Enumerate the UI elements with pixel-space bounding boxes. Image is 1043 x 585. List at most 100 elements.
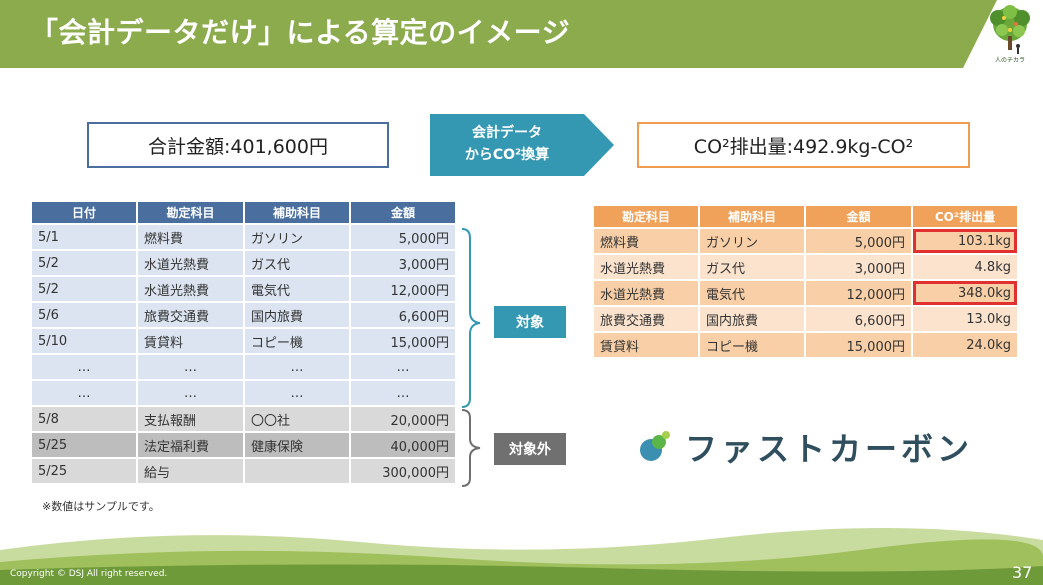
table-row: 5/6 旅費交通費 国内旅費 6,600円 — [32, 303, 455, 327]
header-sub-account: 補助科目 — [700, 206, 804, 227]
table-row: 5/10 賃貸料 コピー機 15,000円 — [32, 329, 455, 353]
table-row: 5/25 給与 300,000円 — [32, 459, 455, 483]
cell-co2-highlighted: 348.0kg — [913, 281, 1017, 305]
tree-icon — [990, 5, 1030, 54]
header-amount: 金額 — [351, 202, 455, 223]
footer-hills — [0, 527, 1043, 585]
cell-account: 支払報酬 — [138, 407, 243, 431]
table-row: 5/25 法定福利費 健康保険 40,000円 — [32, 433, 455, 457]
cell-sub-account: ガス代 — [700, 255, 804, 279]
cell-account: 燃料費 — [138, 225, 243, 249]
cell-amount: … — [351, 355, 455, 379]
table-row: 賃貸料 コピー機 15,000円 24.0kg — [594, 333, 1017, 357]
cell-sub-account: … — [245, 355, 349, 379]
table-row-ellipsis: … … … … — [32, 381, 455, 405]
cell-amount: 15,000円 — [806, 333, 911, 357]
cell-amount: 5,000円 — [351, 225, 455, 249]
logo-text: 人のチカラ — [994, 57, 1025, 64]
header-account: 勘定科目 — [594, 206, 698, 227]
conversion-arrow: 会計データ からCO²換算 — [430, 114, 614, 176]
cell-sub-account: ガソリン — [245, 225, 349, 249]
slide-header: 「会計データだけ」による算定のイメージ 人のチカラ — [0, 0, 1043, 68]
cell-sub-account: 国内旅費 — [245, 303, 349, 327]
cell-sub-account: … — [245, 381, 349, 405]
target-tag: 対象 — [494, 306, 566, 338]
cell-amount: 12,000円 — [351, 277, 455, 301]
cell-account: 賃貸料 — [594, 333, 698, 357]
cell-date: 5/6 — [32, 303, 136, 327]
header-date: 日付 — [32, 202, 136, 223]
table-row: 水道光熱費 ガス代 3,000円 4.8kg — [594, 255, 1017, 279]
cell-co2: 4.8kg — [913, 255, 1017, 279]
cell-amount: 5,000円 — [806, 229, 911, 253]
fast-carbon-mark-icon — [640, 431, 670, 461]
cell-amount: 40,000円 — [351, 433, 455, 457]
co2-emission-box: CO²排出量:492.9kg-CO² — [637, 122, 970, 168]
cell-account: 給与 — [138, 459, 243, 483]
company-logo: 人のチカラ — [982, 4, 1038, 64]
cell-account: 水道光熱費 — [594, 255, 698, 279]
cell-co2: 24.0kg — [913, 333, 1017, 357]
cell-amount: 3,000円 — [351, 251, 455, 275]
sample-note: ※数値はサンプルです。 — [42, 500, 160, 513]
table-row: 5/2 水道光熱費 ガス代 3,000円 — [32, 251, 455, 275]
cell-amount: … — [351, 381, 455, 405]
cell-account: 法定福利費 — [138, 433, 243, 457]
cell-account: 水道光熱費 — [594, 281, 698, 305]
total-amount-box: 合計金額:401,600円 — [87, 122, 389, 168]
header-co2: CO²排出量 — [913, 206, 1017, 227]
table-row: 5/8 支払報酬 〇〇社 20,000円 — [32, 407, 455, 431]
header-sub-account: 補助科目 — [245, 202, 349, 223]
cell-sub-account: コピー機 — [700, 333, 804, 357]
brand-name: ファストカーボン — [685, 430, 974, 468]
table-row: 水道光熱費 電気代 12,000円 348.0kg — [594, 281, 1017, 305]
cell-account: 旅費交通費 — [594, 307, 698, 331]
cell-date: 5/2 — [32, 277, 136, 301]
cell-amount: 12,000円 — [806, 281, 911, 305]
cell-sub-account — [245, 459, 349, 483]
header-account: 勘定科目 — [138, 202, 243, 223]
cell-account: … — [138, 381, 243, 405]
bracket-icon — [461, 228, 481, 487]
conversion-arrow-label: 会計データ からCO²換算 — [430, 122, 584, 166]
cell-date: 5/25 — [32, 433, 136, 457]
table-row: 旅費交通費 国内旅費 6,600円 13.0kg — [594, 307, 1017, 331]
cell-date: … — [32, 355, 136, 379]
cell-date: … — [32, 381, 136, 405]
accounting-table: 日付 勘定科目 補助科目 金額 5/1 燃料費 ガソリン 5,000円 5/2 … — [30, 200, 457, 485]
table-row: 燃料費 ガソリン 5,000円 103.1kg — [594, 229, 1017, 253]
table-row: 5/2 水道光熱費 電気代 12,000円 — [32, 277, 455, 301]
cell-account: 水道光熱費 — [138, 277, 243, 301]
arrow-line-2: からCO²換算 — [464, 147, 550, 163]
copyright-text: Copyright © DSJ All right reserved. — [10, 569, 168, 579]
cell-date: 5/2 — [32, 251, 136, 275]
cell-account: … — [138, 355, 243, 379]
cell-date: 5/10 — [32, 329, 136, 353]
cell-sub-account: コピー機 — [245, 329, 349, 353]
slide-title: 「会計データだけ」による算定のイメージ — [30, 16, 571, 49]
cell-sub-account: ガス代 — [245, 251, 349, 275]
cell-amount: 3,000円 — [806, 255, 911, 279]
fast-carbon-logo: ファストカーボン — [637, 422, 977, 468]
cell-account: 賃貸料 — [138, 329, 243, 353]
cell-date: 5/25 — [32, 459, 136, 483]
cell-sub-account: 電気代 — [245, 277, 349, 301]
cell-amount: 15,000円 — [351, 329, 455, 353]
cell-amount: 6,600円 — [351, 303, 455, 327]
header-amount: 金額 — [806, 206, 911, 227]
cell-account: 水道光熱費 — [138, 251, 243, 275]
co2-table-header: 勘定科目 補助科目 金額 CO²排出量 — [594, 206, 1017, 227]
cell-sub-account: 国内旅費 — [700, 307, 804, 331]
cell-co2-highlighted: 103.1kg — [913, 229, 1017, 253]
cell-amount: 300,000円 — [351, 459, 455, 483]
cell-sub-account: 電気代 — [700, 281, 804, 305]
cell-account: 旅費交通費 — [138, 303, 243, 327]
cell-account: 燃料費 — [594, 229, 698, 253]
cell-date: 5/8 — [32, 407, 136, 431]
cell-co2: 13.0kg — [913, 307, 1017, 331]
arrow-line-1: 会計データ — [472, 125, 542, 141]
cell-sub-account: 健康保険 — [245, 433, 349, 457]
table-row-ellipsis: … … … … — [32, 355, 455, 379]
cell-amount: 20,000円 — [351, 407, 455, 431]
table-row: 5/1 燃料費 ガソリン 5,000円 — [32, 225, 455, 249]
